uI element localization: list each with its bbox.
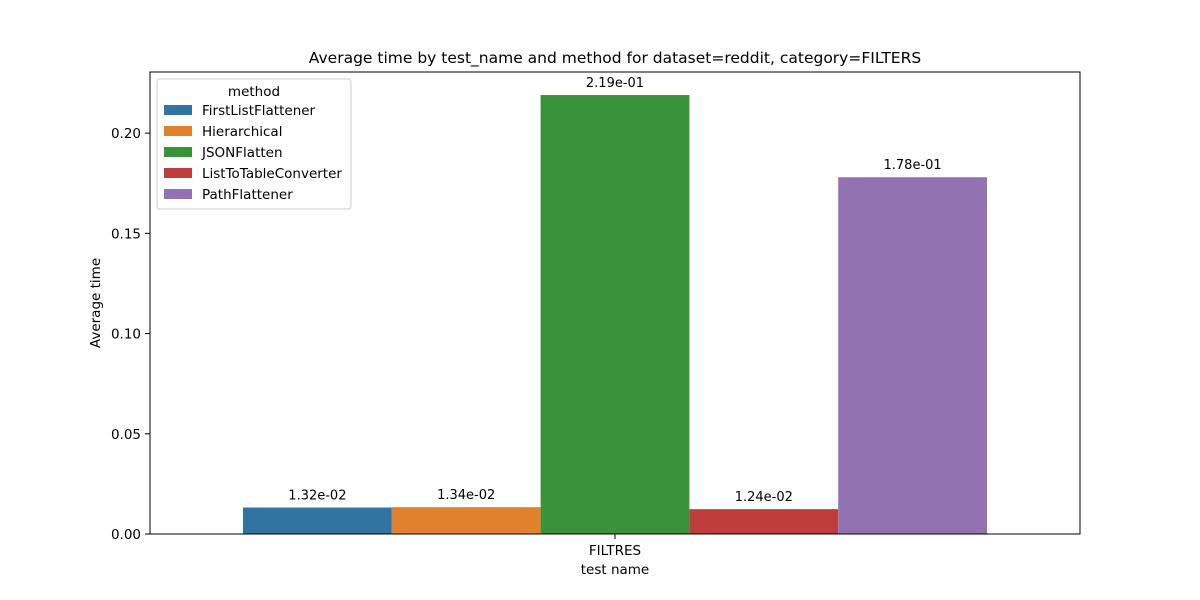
legend-swatch xyxy=(164,126,192,136)
x-tick-label: FILTRES xyxy=(589,543,641,559)
y-tick-label: 0.05 xyxy=(111,427,141,443)
bar-value-label: 1.78e-01 xyxy=(884,158,942,173)
legend: method FirstListFlattener Hierarchical JSO… xyxy=(156,78,352,210)
legend-title: method xyxy=(228,84,280,100)
legend-items: FirstListFlattener Hierarchical JSONFlatte… xyxy=(164,103,342,203)
bar-firstlistflattener xyxy=(243,507,392,534)
bars-group xyxy=(243,95,987,534)
x-axis-label: test name xyxy=(581,562,650,578)
y-axis-label: Average time xyxy=(88,258,104,348)
legend-entry-label: PathFlattener xyxy=(202,187,293,203)
y-tick-label: 0.20 xyxy=(111,126,141,142)
y-tick-label: 0.10 xyxy=(111,327,141,343)
legend-entry-label: JSONFlatten xyxy=(201,145,283,161)
y-tick-label: 0.15 xyxy=(111,226,141,242)
legend-swatch xyxy=(164,189,192,199)
bar-value-label: 1.24e-02 xyxy=(735,490,793,505)
bar-value-label: 2.19e-01 xyxy=(586,76,644,91)
bar-value-label: 1.32e-02 xyxy=(288,489,346,504)
bar-pathflattener xyxy=(838,177,987,534)
bar-value-label: 1.34e-02 xyxy=(437,488,495,503)
bar-labels-group: 1.32e-02 1.34e-02 2.19e-01 1.24e-02 1.78e-01 xyxy=(288,76,941,505)
y-tick-label: 0.00 xyxy=(111,527,141,543)
x-axis: FILTRES xyxy=(589,534,641,559)
legend-swatch xyxy=(164,105,192,115)
legend-entry-label: FirstListFlattener xyxy=(202,103,316,119)
legend-box xyxy=(156,78,352,210)
bar-jsonflatten xyxy=(540,95,690,534)
y-axis: 0.00 0.05 0.10 0.15 0.20 xyxy=(111,126,150,543)
chart-title: Average time by test_name and method for… xyxy=(309,49,921,68)
legend-swatch xyxy=(164,147,192,157)
bar-listtotableconverter xyxy=(689,509,839,534)
legend-entry-label: Hierarchical xyxy=(202,124,282,140)
legend-entry-label: ListToTableConverter xyxy=(202,166,342,182)
bar-hierarchical xyxy=(391,507,541,534)
legend-swatch xyxy=(164,168,192,178)
plot-frame xyxy=(149,71,1081,535)
